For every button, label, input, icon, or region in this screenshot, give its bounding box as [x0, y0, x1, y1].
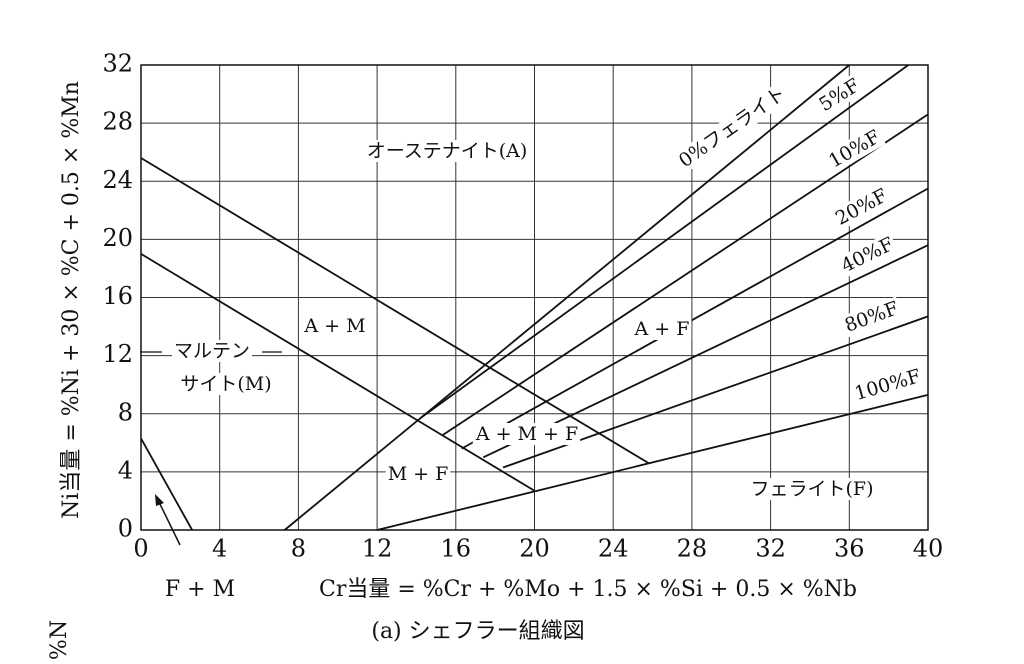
- y-tick-label: 8: [118, 398, 133, 426]
- annotation: 20%F: [832, 184, 891, 229]
- annotation: M + F: [388, 463, 449, 485]
- y-tick-label: 4: [118, 456, 133, 484]
- boundary-line: [461, 187, 929, 450]
- annotation-bg: [813, 73, 866, 118]
- annotation-bg: [823, 124, 886, 174]
- annotation: サイト(M): [180, 373, 271, 395]
- y-tick-label: 32: [102, 50, 133, 78]
- annotation-bg: [178, 373, 274, 395]
- boundary-line: [140, 253, 535, 492]
- x-tick-label: 40: [913, 535, 944, 563]
- boundary-line: [482, 244, 929, 459]
- x-axis-label: Cr当量 = %Cr + %Mo + 1.5 × %Si + 0.5 × %Nb: [319, 577, 857, 602]
- annotation: 10%F: [825, 126, 884, 173]
- annotation-bg: [162, 577, 238, 602]
- annotation-bg: [830, 183, 893, 231]
- annotation-bg: [836, 232, 900, 279]
- x-tick-label: 28: [677, 535, 708, 563]
- y-tick-label: 28: [102, 108, 133, 136]
- x-tick-label: 24: [598, 535, 629, 563]
- y-tick-label: 16: [102, 282, 133, 310]
- annotation-bg: [673, 81, 792, 174]
- x-tick-label: 12: [362, 535, 393, 563]
- annotation: A + M + F: [475, 423, 578, 445]
- y-tick-label: 20: [102, 224, 133, 252]
- annotation-bg: [364, 140, 530, 162]
- annotation-bg: [301, 315, 368, 337]
- boundary-line: [140, 157, 650, 464]
- annotation: マルテン: [174, 340, 250, 362]
- y-tick-label: 24: [102, 166, 133, 194]
- boundary-line: [140, 438, 193, 531]
- annotation: F + M: [165, 577, 235, 602]
- annotation-bg: [748, 478, 876, 500]
- boundary-line: [419, 64, 909, 419]
- arrow: [158, 501, 181, 546]
- x-tick-label: 20: [519, 535, 550, 563]
- y-axis-label: Ni当量 = %Ni + 30 × %C + 0.5 × %Mn: [59, 81, 84, 519]
- annotation-bg: [850, 364, 926, 406]
- caption: (a) シェフラー組織図: [371, 619, 584, 644]
- x-tick-label: 8: [291, 535, 306, 563]
- boundary-line: [441, 113, 929, 437]
- annotation: フェライト(F): [750, 478, 873, 500]
- y-tick-label: 0: [118, 515, 133, 543]
- arrow-head: [155, 494, 164, 506]
- annotation-bg: [385, 463, 451, 485]
- cut-text: %N: [47, 620, 72, 660]
- x-tick-label: 16: [441, 535, 472, 563]
- x-tick-label: 4: [212, 535, 227, 563]
- annotation-bg: [171, 340, 253, 362]
- boundary-line: [284, 64, 850, 531]
- x-tick-label: 32: [755, 535, 786, 563]
- annotation-bg: [839, 296, 904, 338]
- y-tick-label: 12: [102, 340, 133, 368]
- annotation: A + F: [634, 318, 690, 340]
- boundary-line: [376, 393, 929, 531]
- plot-frame: [140, 64, 929, 531]
- annotation-bg: [631, 318, 692, 340]
- annotation: 80%F: [842, 297, 902, 337]
- annotation: オーステナイト(A): [367, 140, 528, 162]
- annotation: A + M: [303, 315, 365, 337]
- annotation-bg: [472, 423, 581, 445]
- x-tick-label: 0: [133, 535, 148, 563]
- x-tick-label: 36: [834, 535, 865, 563]
